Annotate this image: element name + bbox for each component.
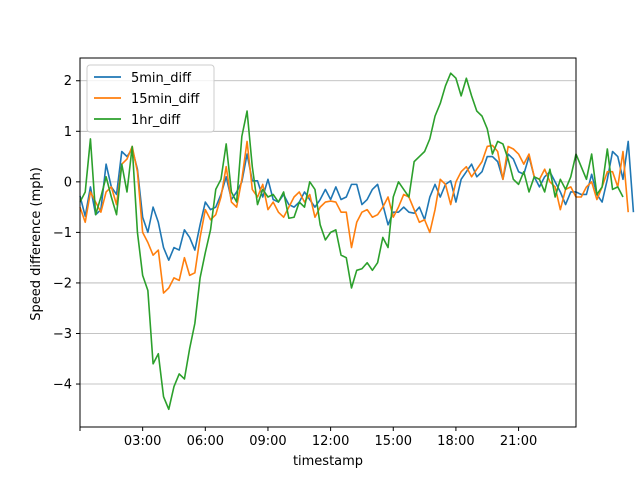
x-axis-label: timestamp (293, 454, 363, 469)
y-tick-label: −3 (53, 327, 72, 342)
x-tick-label: 09:00 (249, 434, 286, 449)
y-tick-label: 0 (64, 175, 72, 190)
x-tick-label: 03:00 (124, 434, 161, 449)
legend-label: 15min_diff (131, 92, 200, 107)
y-tick-label: −4 (53, 378, 72, 393)
y-tick-label: 1 (64, 125, 72, 140)
y-tick-label: 2 (64, 74, 72, 89)
y-axis-label: Speed difference (mph) (29, 167, 44, 321)
legend-label: 1hr_diff (131, 113, 181, 128)
y-axis-ticks: −4 −3 −2 −1 0 1 2 (53, 74, 80, 393)
legend-frame (86, 64, 215, 133)
x-axis-ticks: 03:00 06:00 09:00 12:00 15:00 18:00 21:00 (79, 427, 537, 449)
legend-label: 5min_diff (131, 71, 192, 86)
x-tick-label: 12:00 (312, 434, 349, 449)
axes-frame (79, 57, 577, 428)
y-tick-label: −2 (53, 276, 72, 291)
x-tick-label: 21:00 (500, 434, 537, 449)
series-lines (79, 72, 635, 411)
x-tick-label: 06:00 (187, 434, 224, 449)
y-tick-label: −1 (53, 226, 72, 241)
plot-frame (79, 57, 577, 428)
x-tick-label: 18:00 (437, 434, 474, 449)
legend: 5min_diff 15min_diff 1hr_diff (86, 64, 215, 133)
x-tick-label: 15:00 (375, 434, 412, 449)
series-line-1hr-diff (79, 72, 624, 411)
